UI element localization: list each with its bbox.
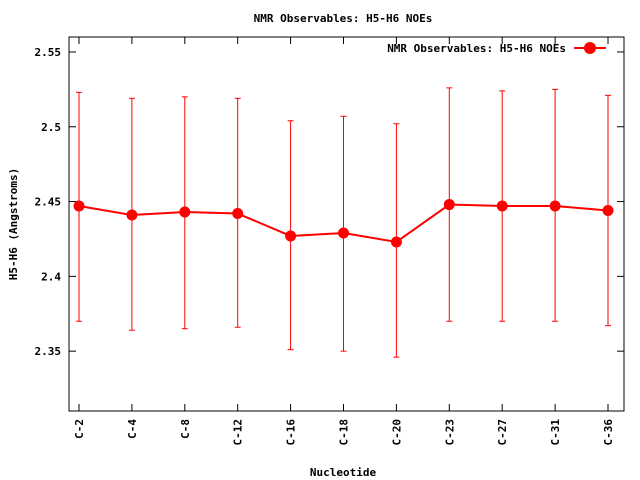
data-point <box>73 200 85 212</box>
legend: NMR Observables: H5-H6 NOEs <box>387 42 606 55</box>
x-axis: C-2 C-4 C-8 C-12 C-16 C-18 C-20 C-23 C-27 C-31 C-3… <box>73 37 615 446</box>
chart-title: NMR Observables: H5-H6 NOEs <box>254 12 433 25</box>
error-bars <box>76 87 611 358</box>
legend-label: NMR Observables: H5-H6 NOEs <box>387 42 566 55</box>
x-tick-label: C-31 <box>549 419 562 446</box>
data-point <box>126 209 138 221</box>
x-tick-label: C-27 <box>496 419 509 446</box>
data-point <box>549 200 561 212</box>
x-tick-label: C-4 <box>126 419 139 439</box>
x-tick-label: C-36 <box>602 419 615 446</box>
data-point <box>443 199 455 211</box>
data-point <box>179 206 191 218</box>
x-tick-label: C-18 <box>338 419 351 446</box>
y-tick-label: 2.4 <box>41 270 61 283</box>
x-tick-label: C-23 <box>443 419 456 446</box>
data-point <box>496 200 508 212</box>
y-tick-label: 2.45 <box>35 196 62 209</box>
x-axis-label: Nucleotide <box>310 466 377 479</box>
x-tick-label: C-20 <box>390 419 403 446</box>
plot-frame <box>68 36 625 412</box>
data-point <box>390 236 402 248</box>
data-point <box>232 208 244 220</box>
y-axis-label: H5-H6 (Angstroms) <box>7 168 20 281</box>
legend-marker <box>584 42 596 54</box>
data-point <box>285 230 297 242</box>
x-tick-label: C-2 <box>73 419 86 439</box>
x-tick-label: C-16 <box>285 419 298 446</box>
y-tick-label: 2.55 <box>35 46 62 59</box>
x-tick-label: C-12 <box>232 419 245 446</box>
y-axis: 2.35 2.4 2.45 2.5 2.55 <box>35 46 624 358</box>
x-tick-label: C-8 <box>179 419 192 439</box>
data-point <box>602 205 614 217</box>
y-tick-label: 2.5 <box>41 121 61 134</box>
series-layer <box>73 199 614 248</box>
y-tick-label: 2.35 <box>35 345 62 358</box>
data-point <box>338 227 349 239</box>
